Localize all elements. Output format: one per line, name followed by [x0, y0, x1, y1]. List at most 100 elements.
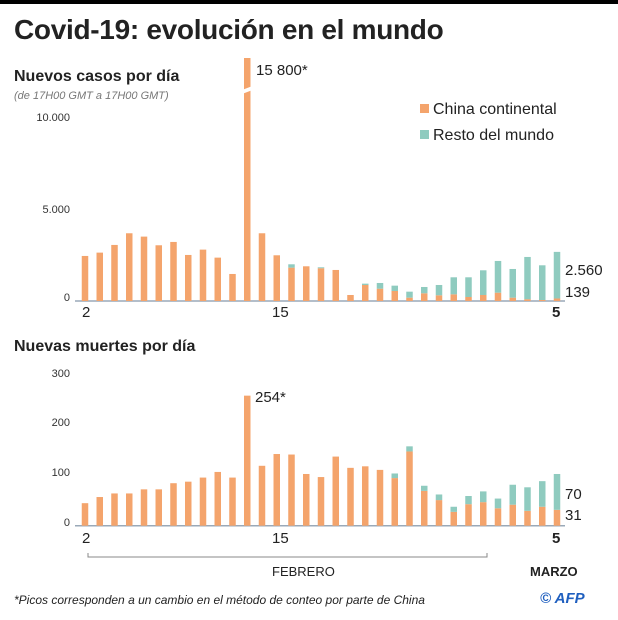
legend-item-rest: Resto del mundo [420, 127, 554, 145]
bar-rest-27 [450, 277, 457, 295]
bar-china-27 [450, 511, 457, 526]
bar-china-21 [362, 466, 369, 526]
bar-china-14 [258, 465, 266, 526]
bar-china-5 [553, 298, 561, 301]
bar-rest-2 [509, 268, 516, 298]
bar-china-1 [494, 508, 502, 526]
bar-china-6 [140, 489, 148, 526]
x-tick-label: 2 [82, 304, 91, 321]
bar-china-2 [509, 297, 516, 301]
legend-label: Resto del mundo [433, 127, 554, 144]
bar-rest-1 [494, 498, 502, 509]
bar-rest-16 [288, 264, 295, 268]
bar-china-15 [273, 454, 280, 526]
bar-china-8 [170, 241, 177, 301]
afp-logo: © AFP [540, 590, 585, 607]
bar-china-4 [539, 506, 546, 526]
bar-rest-25 [421, 485, 428, 491]
bar-china-11 [214, 471, 221, 526]
bar-china-11 [214, 257, 221, 301]
bar-china-5 [553, 509, 561, 526]
end-label-rest: 2.560 [565, 262, 603, 279]
bar-china-9 [185, 481, 192, 526]
bar-china-7 [155, 245, 162, 301]
bar-china-17 [303, 266, 310, 301]
y-tick-label: 10.000 [36, 112, 70, 124]
x-tick-label: 2 [82, 530, 91, 547]
bar-china-20 [347, 294, 354, 301]
peak-annotation: 15 800* [256, 62, 308, 79]
bar-china-10 [199, 477, 207, 526]
axis-break-mark [242, 86, 253, 94]
bar-china-6 [140, 236, 148, 301]
bar-china-3 [96, 497, 103, 526]
month-label-mar: MARZO [530, 564, 578, 579]
x-tick-label: 15 [272, 304, 289, 321]
bar-china-16 [288, 454, 295, 526]
bar-china-12 [229, 477, 236, 526]
bar-china-7 [155, 489, 162, 526]
bar-china-18 [317, 477, 325, 526]
bar-rest-24 [406, 291, 413, 298]
bar-china-2 [81, 503, 89, 526]
bar-china-24 [406, 451, 413, 526]
bar-china-28 [465, 504, 472, 526]
bar-china-2 [509, 504, 516, 526]
bar-china-3 [96, 252, 103, 301]
bar-rest-26 [435, 284, 443, 296]
y-tick-label: 300 [51, 368, 70, 380]
y-tick-label: 100 [51, 467, 70, 479]
bar-china-3 [524, 299, 531, 301]
bar-china-18 [317, 268, 325, 301]
bar-rest-23 [391, 473, 398, 479]
bar-rest-4 [539, 265, 546, 300]
bar-china-17 [303, 473, 310, 526]
y-tick-label: 0 [63, 292, 70, 304]
bar-rest-3 [524, 487, 531, 511]
cases-chart-subtitle: (de 17H00 GMT a 17H00 GMT) [14, 90, 169, 102]
bar-china-27 [450, 294, 457, 301]
y-tick-label: 5.000 [42, 204, 70, 216]
bar-rest-4 [539, 481, 546, 507]
bar-china-19 [332, 269, 339, 301]
bar-china-23 [391, 290, 398, 301]
bar-china-25 [421, 490, 428, 526]
bar-china-13 [244, 58, 251, 301]
bar-rest-28 [465, 277, 472, 297]
month-label-feb: FEBRERO [272, 564, 335, 579]
page-title: Covid-19: evolución en el mundo [14, 14, 444, 45]
bar-rest-5 [553, 251, 561, 299]
bar-rest-24 [406, 446, 413, 452]
bar-china-5 [126, 493, 133, 526]
bar-china-19 [332, 456, 339, 526]
bar-rest-23 [391, 285, 398, 291]
legend-item-china: China continental [420, 101, 557, 119]
end-label-china: 31 [565, 507, 582, 524]
bar-china-8 [170, 483, 177, 526]
top-rule [0, 0, 618, 4]
footnote: *Picos corresponden a un cambio en el mé… [14, 593, 425, 607]
bar-china-2 [81, 255, 89, 301]
deaths-chart-title: Nuevas muertes por día [14, 338, 196, 355]
bar-rest-28 [465, 496, 472, 505]
x-tick-label: 5 [552, 304, 561, 321]
bar-rest-29 [480, 491, 487, 503]
y-tick-label: 200 [51, 417, 70, 429]
bar-china-12 [229, 273, 236, 301]
legend-swatch [420, 104, 429, 113]
bar-china-4 [111, 244, 118, 301]
bar-rest-26 [435, 494, 443, 501]
month-bracket [87, 553, 488, 558]
bar-rest-27 [450, 506, 457, 512]
bar-china-14 [258, 233, 266, 301]
bar-rest-22 [376, 282, 384, 289]
bar-rest-29 [480, 270, 487, 295]
legend-swatch [420, 130, 429, 139]
bar-rest-21 [362, 283, 369, 285]
legend-label: China continental [433, 101, 557, 118]
bar-china-29 [480, 294, 487, 301]
bar-china-26 [435, 295, 443, 301]
bar-rest-18 [317, 267, 325, 269]
bar-china-4 [111, 493, 118, 526]
